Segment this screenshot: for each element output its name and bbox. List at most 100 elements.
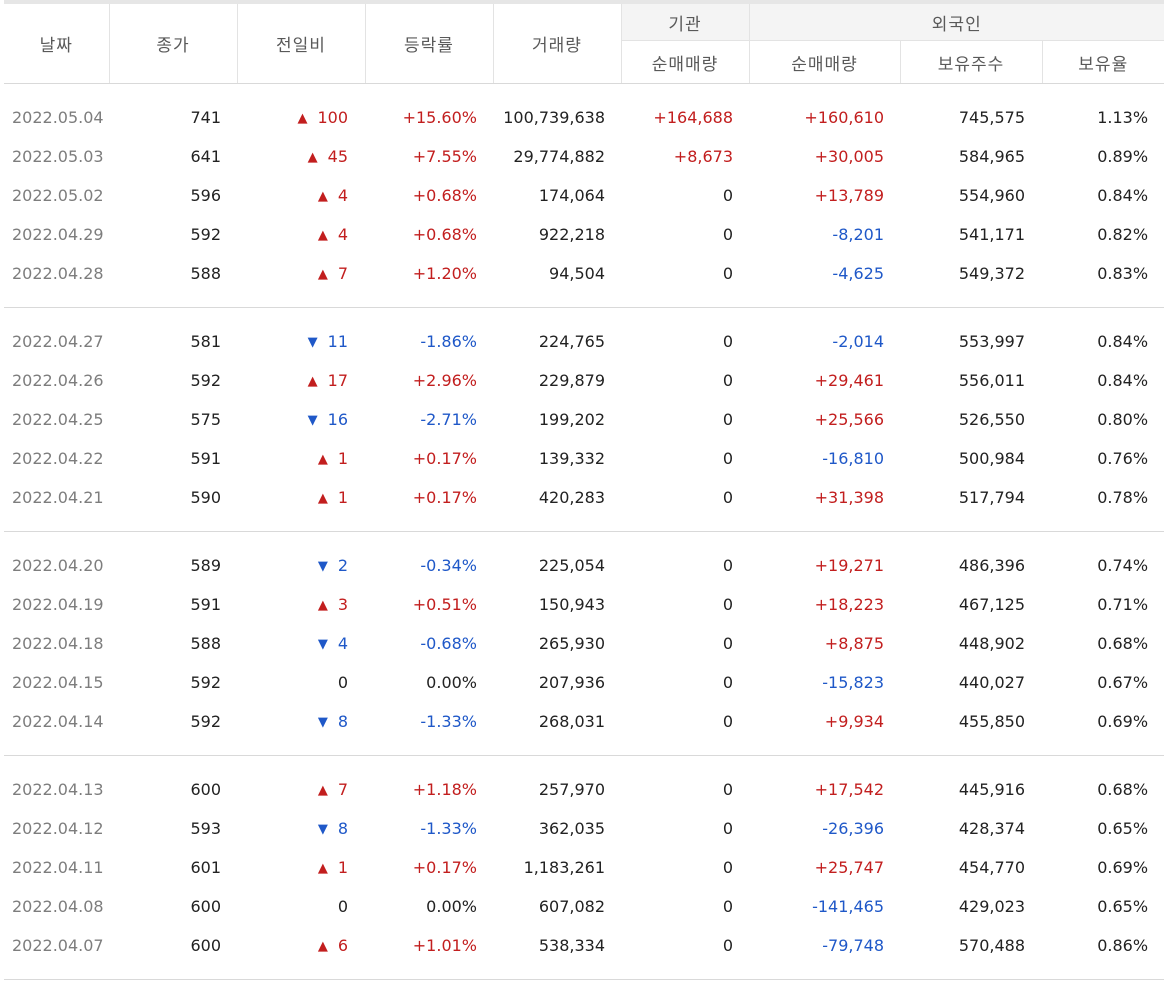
- header-foreign-holdings: 보유주수: [899, 40, 1042, 84]
- cell-foreign-net-value: +13,789: [814, 186, 884, 205]
- cell-volume: 29,774,882: [493, 137, 621, 176]
- cell-change-value: 8: [337, 819, 348, 838]
- cell-date-value: 2022.04.18: [12, 634, 104, 653]
- cell-foreign-net-value: -4,625: [832, 264, 884, 283]
- cell-foreign-holdings-value: 440,027: [958, 673, 1025, 692]
- cell-rate: 0.00%: [365, 663, 493, 702]
- cell-foreign-ratio-value: 0.84%: [1097, 186, 1149, 205]
- cell-change: ▲ 4: [237, 176, 365, 215]
- cell-inst-net: 0: [621, 887, 749, 926]
- group-separator: [4, 965, 1164, 980]
- cell-close: 591: [109, 439, 237, 478]
- cell-foreign-net: +9,934: [749, 702, 900, 741]
- cell-foreign-holdings: 454,770: [900, 848, 1042, 887]
- cell-inst-net: 0: [621, 702, 749, 741]
- cell-foreign-ratio-value: 0.65%: [1097, 819, 1149, 838]
- cell-foreign-net-value: +18,223: [814, 595, 884, 614]
- cell-date: 2022.05.04: [4, 98, 109, 137]
- cell-change-value: 7: [337, 264, 348, 283]
- cell-close: 593: [109, 809, 237, 848]
- cell-foreign-net-value: +160,610: [804, 108, 884, 127]
- cell-change: ▲ 7: [237, 770, 365, 809]
- cell-inst-net: 0: [621, 176, 749, 215]
- triangle-up-icon: ▲: [307, 150, 318, 165]
- cell-inst-net-value: 0: [722, 556, 733, 575]
- cell-change: ▼ 2: [237, 546, 365, 585]
- cell-volume-value: 139,332: [538, 449, 605, 468]
- cell-change-value: 100: [317, 108, 348, 127]
- table-row: 2022.04.28 588 ▲ 7 +1.20% 94,504 0 -4,625 549,37…: [4, 254, 1164, 293]
- cell-foreign-ratio: 0.68%: [1042, 770, 1164, 809]
- cell-foreign-ratio: 0.69%: [1042, 848, 1164, 887]
- cell-close-value: 600: [190, 897, 221, 916]
- cell-foreign-net: +25,566: [749, 400, 900, 439]
- cell-date: 2022.04.19: [4, 585, 109, 624]
- cell-inst-net-value: 0: [722, 595, 733, 614]
- cell-foreign-net-value: -79,748: [822, 936, 884, 955]
- cell-volume-value: 199,202: [538, 410, 605, 429]
- triangle-up-icon: ▲: [317, 491, 328, 506]
- cell-foreign-holdings-value: 570,488: [958, 936, 1025, 955]
- cell-foreign-holdings-value: 745,575: [958, 108, 1025, 127]
- cell-change: 0: [237, 663, 365, 702]
- cell-close-value: 575: [190, 410, 221, 429]
- cell-foreign-holdings-value: 526,550: [958, 410, 1025, 429]
- cell-close: 589: [109, 546, 237, 585]
- cell-foreign-net: -79,748: [749, 926, 900, 965]
- group-separator: [4, 293, 1164, 308]
- cell-close: 588: [109, 254, 237, 293]
- cell-foreign-holdings-value: 454,770: [958, 858, 1025, 877]
- cell-volume: 607,082: [493, 887, 621, 926]
- cell-date-value: 2022.05.04: [12, 108, 104, 127]
- cell-close: 600: [109, 770, 237, 809]
- cell-foreign-ratio-value: 0.68%: [1097, 780, 1149, 799]
- triangle-up-icon: ▲: [317, 783, 328, 798]
- cell-foreign-holdings: 570,488: [900, 926, 1042, 965]
- cell-change: ▲ 1: [237, 478, 365, 517]
- cell-inst-net-value: 0: [722, 673, 733, 692]
- cell-inst-net-value: 0: [722, 264, 733, 283]
- triangle-down-icon: ▼: [317, 715, 328, 730]
- cell-date: 2022.04.22: [4, 439, 109, 478]
- cell-foreign-holdings: 584,965: [900, 137, 1042, 176]
- cell-foreign-ratio-value: 0.84%: [1097, 332, 1149, 351]
- cell-foreign-net: +8,875: [749, 624, 900, 663]
- cell-volume: 362,035: [493, 809, 621, 848]
- cell-inst-net: 0: [621, 215, 749, 254]
- cell-inst-net-value: +164,688: [653, 108, 733, 127]
- cell-inst-net-value: 0: [722, 371, 733, 390]
- cell-change: ▲ 6: [237, 926, 365, 965]
- cell-date: 2022.04.11: [4, 848, 109, 887]
- cell-foreign-net: -4,625: [749, 254, 900, 293]
- cell-date-value: 2022.04.27: [12, 332, 104, 351]
- cell-inst-net: 0: [621, 848, 749, 887]
- cell-change: ▼ 11: [237, 322, 365, 361]
- cell-change-value: 17: [327, 371, 348, 390]
- cell-volume: 224,765: [493, 322, 621, 361]
- cell-rate: -2.71%: [365, 400, 493, 439]
- triangle-up-icon: ▲: [317, 267, 328, 282]
- table-row: 2022.04.11 601 ▲ 1 +0.17% 1,183,261 0 +25,747 45…: [4, 848, 1164, 887]
- cell-close: 592: [109, 663, 237, 702]
- cell-foreign-holdings-value: 500,984: [958, 449, 1025, 468]
- cell-change-value: 1: [337, 858, 348, 877]
- cell-foreign-ratio: 0.67%: [1042, 663, 1164, 702]
- cell-foreign-holdings-value: 428,374: [958, 819, 1025, 838]
- cell-foreign-net-value: -26,396: [822, 819, 884, 838]
- cell-inst-net: +8,673: [621, 137, 749, 176]
- cell-date-value: 2022.04.25: [12, 410, 104, 429]
- cell-date-value: 2022.05.02: [12, 186, 104, 205]
- group-separator: [4, 741, 1164, 756]
- triangle-down-icon: ▼: [307, 335, 318, 350]
- cell-inst-net: 0: [621, 439, 749, 478]
- cell-volume: 207,936: [493, 663, 621, 702]
- cell-close-value: 591: [190, 595, 221, 614]
- cell-foreign-net: +18,223: [749, 585, 900, 624]
- cell-close-value: 601: [190, 858, 221, 877]
- cell-foreign-holdings-value: 541,171: [958, 225, 1025, 244]
- cell-foreign-holdings-value: 467,125: [958, 595, 1025, 614]
- cell-volume: 229,879: [493, 361, 621, 400]
- cell-volume-value: 29,774,882: [513, 147, 605, 166]
- cell-change-value: 1: [337, 488, 348, 507]
- cell-rate: +1.18%: [365, 770, 493, 809]
